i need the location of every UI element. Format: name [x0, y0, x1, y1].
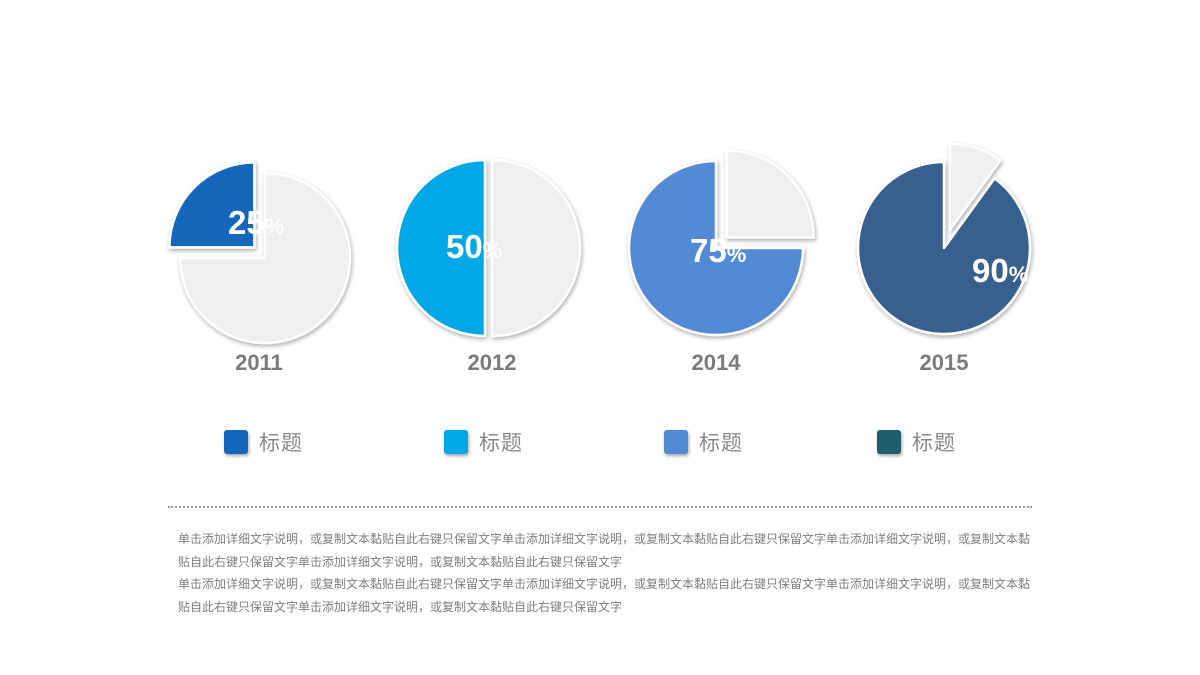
legend-item-3: 标题	[664, 424, 743, 460]
pie-2012-value-slice	[395, 158, 487, 338]
legend-item-2: 标题	[444, 424, 523, 460]
pie-2014-value-slice	[627, 159, 805, 337]
legend-label-4: 标题	[912, 431, 956, 455]
pie-2011-value-slice	[168, 161, 256, 249]
legend-swatch-3	[664, 430, 688, 454]
legend-swatch-1	[224, 430, 248, 454]
dotted-divider	[168, 506, 1032, 508]
legend-swatch-2	[444, 430, 468, 454]
description-text: 单击添加详细文字说明，或复制文本黏贴自此右键只保留文字单击添加详细文字说明，或复…	[178, 528, 1030, 618]
pie-2015-year-label: 2015	[920, 350, 969, 375]
legend-item-4: 标题	[877, 424, 956, 460]
legend-item-1: 标题	[224, 424, 303, 460]
pie-2012-percent-label: 50%	[446, 228, 502, 265]
pie-2012-remainder-slice	[490, 158, 582, 338]
pie-2014-remainder-slice	[725, 149, 815, 239]
pie-2015-percent-label: 90%	[972, 252, 1028, 289]
pie-2011-percent-label: 25%	[228, 204, 284, 241]
description-paragraph-2: 单击添加详细文字说明，或复制文本黏贴自此右键只保留文字单击添加详细文字说明，或复…	[178, 577, 1031, 614]
legend-label-2: 标题	[479, 431, 523, 455]
pie-2011-year-label: 2011	[235, 350, 283, 375]
pie-2012-year-label: 2012	[468, 350, 517, 375]
pie-2014-percent-label: 75%	[690, 232, 746, 269]
pie-2014-year-label: 2014	[692, 350, 742, 375]
legend-label-1: 标题	[259, 431, 303, 455]
legend-label-3: 标题	[699, 431, 743, 455]
description-paragraph-1: 单击添加详细文字说明，或复制文本黏贴自此右键只保留文字单击添加详细文字说明，或复…	[178, 532, 1031, 569]
pie-2015-remainder-slice	[948, 142, 1002, 232]
pie-charts: 25% 2011 50% 2012 75% 2014 90% 2015	[168, 142, 1032, 375]
legend-swatch-4	[877, 430, 901, 454]
pie-2015-value-slice	[856, 160, 1032, 336]
legend: 标题 标题 标题 标题	[0, 424, 1200, 460]
pie-2011-remainder-slice	[178, 171, 352, 345]
